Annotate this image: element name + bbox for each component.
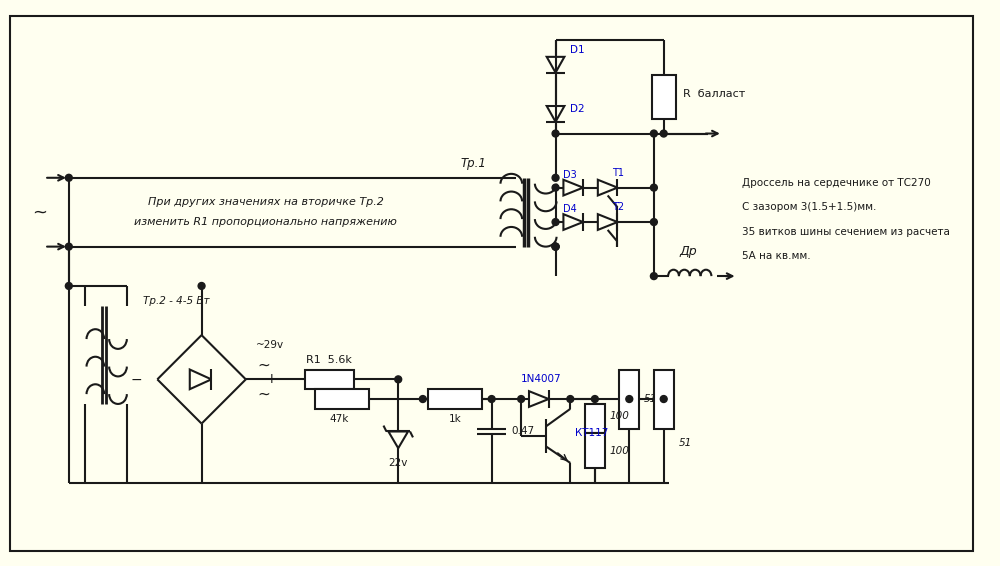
Circle shape [419, 396, 426, 402]
Circle shape [65, 243, 72, 250]
Circle shape [65, 282, 72, 289]
Text: ~: ~ [32, 203, 47, 221]
Bar [585, 434, 605, 468]
Circle shape [626, 396, 633, 402]
Text: Тр.1: Тр.1 [461, 157, 487, 170]
Bar [652, 75, 676, 119]
Circle shape [650, 184, 657, 191]
Circle shape [395, 376, 402, 383]
Text: При других значениях на вторичке Тр.2: При других значениях на вторичке Тр.2 [148, 198, 383, 207]
Text: R  балласт: R балласт [683, 89, 746, 99]
Text: изменить R1 пропорционально напряжению: изменить R1 пропорционально напряжению [134, 217, 397, 227]
Bar [619, 370, 639, 428]
Circle shape [65, 174, 72, 181]
Text: +: + [265, 372, 277, 387]
Circle shape [552, 130, 559, 137]
Text: Др: Др [679, 245, 697, 258]
Text: 47k: 47k [329, 414, 348, 424]
Text: Тр.2 - 4-5 Вт: Тр.2 - 4-5 Вт [143, 295, 209, 306]
Circle shape [518, 396, 525, 402]
Circle shape [650, 273, 657, 280]
Circle shape [552, 243, 559, 250]
Text: 5А на кв.мм.: 5А на кв.мм. [742, 251, 811, 261]
Text: 35 витков шины сечением из расчета: 35 витков шины сечением из расчета [742, 227, 950, 237]
Circle shape [660, 396, 667, 402]
Text: 100: 100 [610, 411, 630, 421]
Circle shape [552, 243, 559, 250]
Circle shape [650, 130, 657, 137]
Text: D3: D3 [563, 170, 577, 180]
Text: T1: T1 [612, 168, 624, 178]
Circle shape [552, 218, 559, 225]
Text: T2: T2 [612, 202, 624, 212]
Text: D4: D4 [563, 204, 577, 215]
Circle shape [552, 174, 559, 181]
Text: 22v: 22v [389, 458, 408, 468]
Text: 51: 51 [644, 394, 657, 404]
Circle shape [552, 243, 559, 250]
Text: 51: 51 [678, 438, 692, 448]
Bar [585, 404, 605, 434]
Text: ~: ~ [258, 357, 270, 372]
Circle shape [198, 282, 205, 289]
Bar [315, 389, 369, 409]
Text: ~29v: ~29v [256, 340, 284, 350]
Text: D1: D1 [570, 45, 585, 55]
Text: D2: D2 [570, 104, 585, 114]
Text: R1  5.6k: R1 5.6k [306, 355, 352, 365]
Circle shape [660, 130, 667, 137]
Text: С зазором 3(1.5+1.5)мм.: С зазором 3(1.5+1.5)мм. [742, 202, 877, 212]
Text: 100: 100 [610, 445, 630, 456]
Text: 1k: 1k [448, 414, 461, 424]
Circle shape [552, 184, 559, 191]
Text: ~: ~ [258, 387, 270, 402]
Bar [428, 389, 482, 409]
Text: −: − [131, 372, 143, 387]
Text: Дроссель на сердечнике от ТС270: Дроссель на сердечнике от ТС270 [742, 178, 931, 188]
Bar [654, 370, 674, 428]
Circle shape [488, 396, 495, 402]
Circle shape [591, 396, 598, 402]
Text: 1N4007: 1N4007 [520, 374, 561, 384]
Circle shape [567, 396, 574, 402]
Bar [305, 370, 354, 389]
Text: 0.47: 0.47 [511, 426, 534, 436]
Text: КТ117: КТ117 [575, 428, 609, 439]
Circle shape [650, 218, 657, 225]
